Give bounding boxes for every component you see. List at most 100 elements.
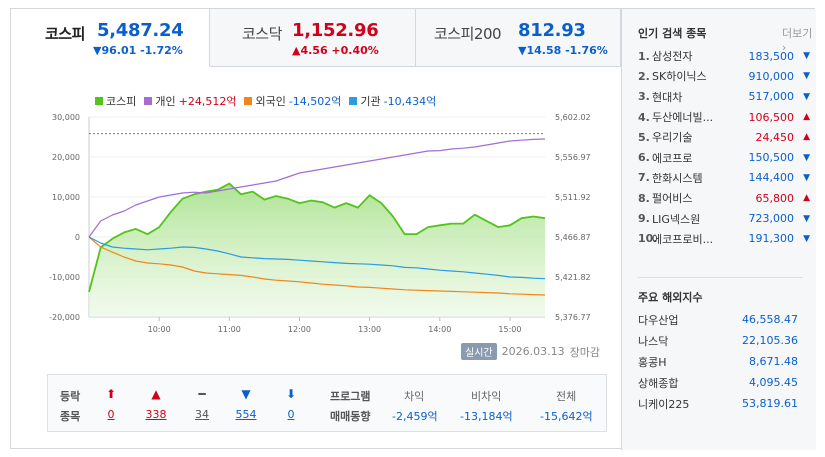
y-right-tick-label: 5,556.97: [555, 153, 591, 162]
tab-kospi-change: ▼96.01 -1.72%: [93, 44, 183, 57]
popular-price: 106,500: [748, 110, 795, 124]
divider: [638, 277, 803, 278]
legend-foreign-value: -14,502억: [288, 95, 342, 108]
y-right-tick-label: 5,376.77: [555, 313, 591, 322]
legend-individual[interactable]: 개인 +24,512억: [144, 93, 236, 109]
popular-list: 1. 삼성전자 183,500 ▼ 2. SK하이닉스 910,000 ▼ 3. 현대차 517,0…: [638, 46, 810, 249]
popular-item[interactable]: 6. 에코프로 150,500 ▼: [638, 147, 810, 167]
more-link-label: 더보기: [782, 27, 813, 40]
legend-foreign-swatch: [244, 97, 253, 105]
popular-rank: 1.: [638, 49, 650, 63]
series-line-individual: [88, 138, 546, 238]
popular-item[interactable]: 2. SK하이닉스 910,000 ▼: [638, 66, 810, 86]
popular-price: 723,000: [748, 212, 795, 226]
popular-item[interactable]: 9. LIG넥스원 723,000 ▼: [638, 208, 810, 228]
chevron-right-icon: ›: [782, 41, 787, 54]
program-label-1: 프로그램: [330, 390, 371, 403]
popular-name: 삼성전자: [652, 50, 693, 64]
x-tick-label: 10:00: [148, 325, 171, 334]
popular-name: 에코프로: [652, 151, 693, 165]
popular-item[interactable]: 5. 우리기술 24,450 ▲: [638, 127, 810, 147]
world-index-value: 53,819.61: [742, 397, 798, 410]
popular-item[interactable]: 8. 펄어비스 65,800 ▲: [638, 188, 810, 208]
triangle-down-icon: ▼: [803, 172, 810, 183]
world-index-name: 다우산업: [638, 313, 679, 327]
world-index-item[interactable]: 홍콩H 8,671.48: [638, 351, 798, 372]
legend-kospi-label: 코스피: [106, 95, 137, 108]
tab-kosdaq[interactable]: 코스닥 1,152.96 ▲4.56 +0.40%: [210, 9, 416, 67]
world-index-name: 니케이225: [638, 397, 690, 411]
world-title: 주요 해외지수: [638, 291, 703, 304]
chart-timestamp: 실시간 2026.03.13 장마감: [461, 343, 600, 360]
popular-item[interactable]: 7. 한화시스템 144,400 ▼: [638, 168, 810, 188]
popular-rank: 9.: [638, 212, 650, 226]
popular-rank: 7.: [638, 171, 650, 185]
triangle-down-icon: ▼: [803, 213, 810, 224]
triangle-up-icon: ▲: [803, 193, 810, 204]
world-index-item[interactable]: 니케이225 53,819.61: [638, 393, 798, 414]
series-line-kospi: [88, 182, 546, 293]
popular-price: 517,000: [748, 90, 795, 104]
popular-price: 24,450: [755, 130, 795, 144]
fall-icon: ▼: [241, 387, 251, 401]
popular-rank: 4.: [638, 110, 650, 124]
program-total-value: -15,642억: [540, 410, 593, 423]
popular-name: SK하이닉스: [652, 70, 707, 84]
y-right-tick-label: 5,466.87: [555, 233, 591, 242]
y-right-tick-label: 5,511.92: [555, 193, 591, 202]
tab-kospi[interactable]: 코스피 5,487.24 ▼96.01 -1.72%: [11, 9, 210, 67]
y-left-tick-label: 30,000: [52, 113, 80, 122]
legend-institution-value: -10,434억: [383, 95, 437, 108]
popular-item[interactable]: 3. 현대차 517,000 ▼: [638, 87, 810, 107]
popular-rank: 8.: [638, 191, 650, 205]
more-link[interactable]: 더보기 ›: [782, 25, 816, 54]
tab-kospi200[interactable]: 코스피200 812.93 ▼14.58 -1.76%: [416, 9, 621, 67]
rise-count[interactable]: 338: [145, 408, 167, 421]
popular-price: 191,300: [748, 232, 795, 246]
tab-kospi-name: 코스피: [45, 25, 85, 43]
world-index-name: 상해종합: [638, 376, 679, 390]
tab-kosdaq-change: ▲4.56 +0.40%: [292, 44, 379, 57]
popular-rank: 5.: [638, 130, 650, 144]
fall-count[interactable]: 554: [235, 408, 257, 421]
world-index-item[interactable]: 나스닥 22,105.36: [638, 330, 798, 351]
popular-title: 인기 검색 종목: [638, 27, 707, 40]
triangle-up-icon: ▲: [803, 112, 810, 123]
triangle-up-icon: ▲: [803, 132, 810, 143]
program-label-2: 매매동향: [330, 410, 371, 423]
intraday-chart[interactable]: 30,000 20,000 10,000 0 -10,000 -20,000 5,602.0…: [11, 84, 609, 369]
popular-item[interactable]: 4. 두산에너빌... 106,500 ▲: [638, 107, 810, 127]
y-left-tick-label: -20,000: [49, 313, 80, 322]
popular-item[interactable]: 1. 삼성전자 183,500 ▼: [638, 46, 810, 66]
rise-icon: ▲: [151, 387, 161, 401]
x-tick-label: 12:00: [288, 325, 311, 334]
world-index-value: 46,558.47: [742, 313, 798, 326]
upper-limit-count[interactable]: 0: [107, 408, 115, 421]
chart-legend: 코스피 개인 +24,512억 외국인 -14,502억 기관 -10,434억: [95, 93, 436, 109]
legend-institution[interactable]: 기관 -10,434억: [349, 93, 436, 109]
flat-icon: ━: [198, 387, 206, 401]
timestamp-status: 장마감: [569, 345, 600, 359]
world-index-item[interactable]: 다우산업 46,558.47: [638, 309, 798, 330]
flat-count[interactable]: 34: [195, 408, 209, 421]
popular-item[interactable]: 10. 에코프로비... 191,300 ▼: [638, 229, 810, 249]
realtime-badge: 실시간: [461, 343, 497, 360]
stats-label-updown: 등락: [60, 390, 81, 403]
market-widget: 코스피 5,487.24 ▼96.01 -1.72% 코스닥 1,152.96 …: [10, 8, 816, 450]
triangle-down-icon: ▼: [803, 91, 810, 102]
legend-institution-swatch: [349, 97, 358, 105]
lower-limit-count[interactable]: 0: [287, 408, 295, 421]
popular-rank: 2.: [638, 69, 650, 83]
world-index-item[interactable]: 상해종합 4,095.45: [638, 372, 798, 393]
legend-kospi[interactable]: 코스피: [95, 93, 136, 109]
popular-price: 65,800: [755, 191, 795, 205]
popular-name: 에코프로비...: [652, 232, 714, 246]
triangle-down-icon: ▼: [803, 152, 810, 163]
series-line-foreign: [88, 236, 546, 296]
tab-kospi-value: 5,487.24: [97, 20, 184, 41]
world-index-name: 홍콩H: [638, 355, 667, 369]
legend-foreign[interactable]: 외국인 -14,502억: [244, 93, 341, 109]
triangle-down-icon: ▼: [803, 51, 810, 62]
x-tick-label: 13:00: [358, 325, 381, 334]
world-index-value: 4,095.45: [749, 376, 798, 389]
